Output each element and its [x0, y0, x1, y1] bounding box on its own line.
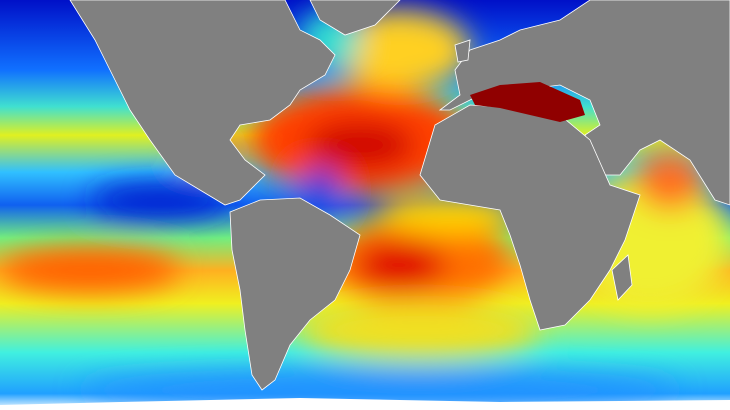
greenland: [309, 0, 401, 36]
britain: [454, 39, 471, 63]
antarctic-ice: [0, 398, 730, 410]
south-america: [229, 197, 361, 391]
eurasia: [438, 0, 730, 206]
north-america: [69, 0, 336, 206]
madagascar: [611, 254, 633, 301]
land: [69, 0, 730, 391]
mediterranean: [470, 82, 585, 122]
salinity-blobs: [0, 10, 730, 408]
